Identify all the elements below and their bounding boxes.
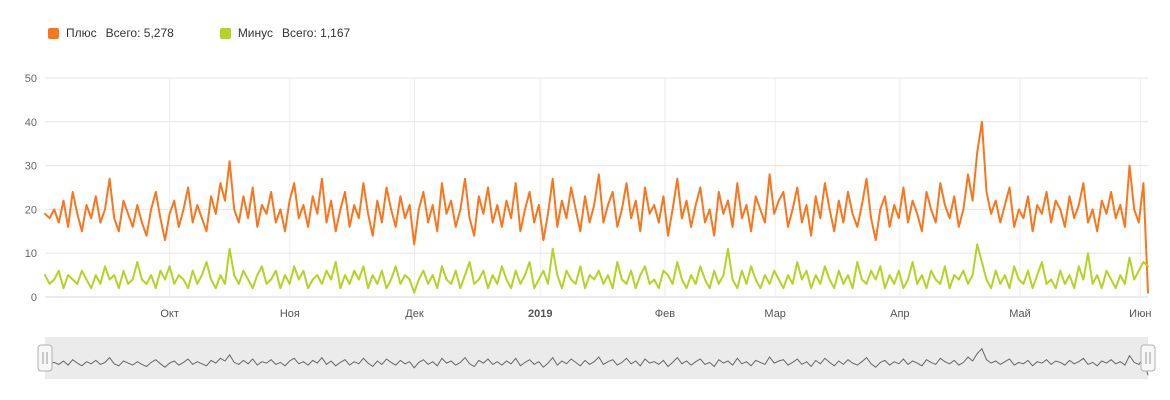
navigator-svg[interactable] <box>0 333 1170 387</box>
y-axis-tick-label: 50 <box>25 73 37 85</box>
legend-item-minus[interactable]: Минус Всего: 1,167 <box>219 26 351 40</box>
main-chart-svg: 0 10 20 30 40 50 Окт Ноя Дек 2019 Фев Мар Апр Май Июн <box>25 73 1152 320</box>
x-axis-tick-label: Май <box>1009 308 1031 320</box>
x-axis-tick-label: Апр <box>890 308 909 320</box>
series-line-Минус <box>44 243 1149 294</box>
x-axis-tick-label: Ноя <box>280 308 300 320</box>
y-axis-tick-label: 0 <box>31 292 37 304</box>
legend-label-minus: Минус <box>237 26 274 40</box>
x-axis-tick-label: Дек <box>405 308 424 320</box>
chart-legend: Плюс Всего: 5,278 Минус Всего: 1,167 <box>48 26 396 40</box>
x-axis-tick-label: 2019 <box>528 308 552 320</box>
y-axis-tick-label: 10 <box>25 248 37 260</box>
legend-label-plus: Плюс <box>66 26 97 40</box>
legend-total-plus: Всего: 5,278 <box>105 26 174 40</box>
series-line-Плюс <box>44 120 1149 294</box>
x-axis-tick-label: Фев <box>655 308 675 320</box>
navigator-mask[interactable] <box>45 337 1148 379</box>
legend-swatch-plus-icon <box>48 27 59 39</box>
navigator-series-line <box>44 347 1149 376</box>
x-axis-tick-label: Июн <box>1129 308 1151 320</box>
y-axis-tick-label: 40 <box>25 117 37 129</box>
y-axis-tick-label: 20 <box>25 204 37 216</box>
navigator-left-handle[interactable] <box>37 344 53 372</box>
legend-swatch-minus-icon <box>219 27 231 39</box>
x-axis-tick-label: Мар <box>764 308 786 320</box>
legend-total-minus: Всего: 1,167 <box>282 26 351 40</box>
navigator-right-handle[interactable] <box>1140 344 1156 372</box>
y-axis-tick-label: 30 <box>25 161 37 173</box>
x-axis-tick-label: Окт <box>160 308 179 320</box>
legend-item-plus[interactable]: Плюс Всего: 5,278 <box>48 26 174 40</box>
